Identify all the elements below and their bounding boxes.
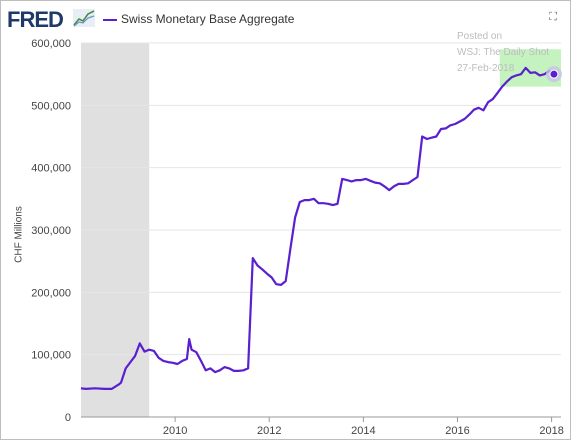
x-tick-label: 2012 <box>257 425 281 437</box>
y-tick-label: 600,000 <box>31 38 71 50</box>
series-line <box>80 66 555 390</box>
x-tick-label: 2016 <box>445 425 469 437</box>
x-tick-label: 2018 <box>539 425 563 437</box>
expand-icon[interactable]: ⛶ <box>549 11 557 23</box>
y-tick-label: 0 <box>65 412 71 424</box>
chart-line-icon <box>73 9 95 27</box>
x-tick-label: 2010 <box>163 425 187 437</box>
fred-logo[interactable]: FRED <box>7 7 64 32</box>
watermark-line-1: Posted on <box>457 31 503 42</box>
watermark: Posted on WSJ: The Daily Shot 27-Feb-201… <box>457 29 567 77</box>
watermark-line-3: 27-Feb-2018 <box>457 63 515 74</box>
y-axis-label: CHF Millions <box>13 206 25 263</box>
y-tick-label: 100,000 <box>31 350 71 362</box>
y-tick-label: 200,000 <box>31 287 71 299</box>
watermark-line-2: WSJ: The Daily Shot <box>457 47 550 58</box>
legend-series-label: Swiss Monetary Base Aggregate <box>121 12 295 26</box>
y-tick-label: 300,000 <box>31 225 71 237</box>
last-point-marker <box>549 69 559 79</box>
chart-header: FRED Swiss Monetary Base Aggregate ⛶ <box>7 5 567 32</box>
y-tick-label: 400,000 <box>31 163 71 175</box>
x-tick-label: 2014 <box>351 425 375 437</box>
legend-swatch <box>103 19 117 21</box>
y-tick-label: 500,000 <box>31 100 71 112</box>
